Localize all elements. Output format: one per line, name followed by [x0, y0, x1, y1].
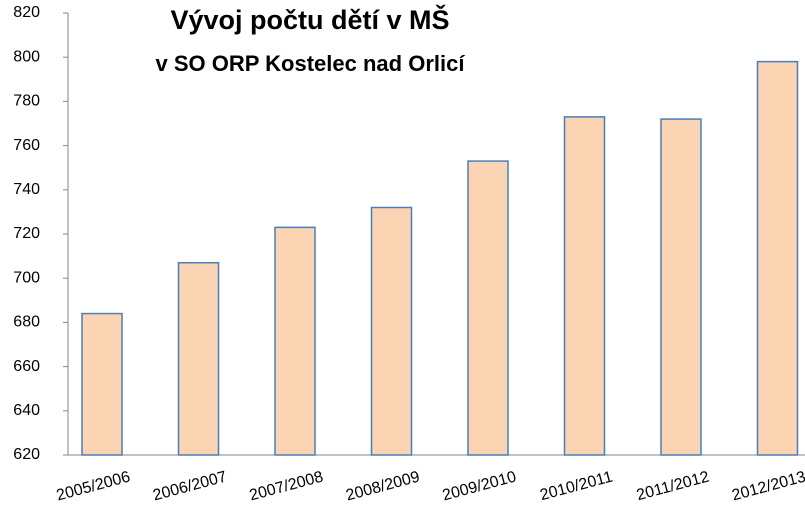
y-tick-label: 780: [13, 93, 40, 110]
x-tick-label: 2008/2009: [344, 468, 422, 504]
x-tick-label: 2005/2006: [55, 468, 133, 504]
bar: [467, 160, 509, 456]
y-tick-label: 640: [13, 402, 40, 419]
y-tick-label: 760: [13, 137, 40, 154]
bar: [756, 60, 799, 456]
x-tick-label: 2007/2008: [248, 468, 326, 504]
chart-title: Vývoj počtu dětí v MŠ: [170, 4, 449, 35]
x-tick-label: 2009/2010: [441, 468, 519, 504]
x-tick-label: 2010/2011: [538, 468, 614, 504]
y-tick-label: 700: [13, 269, 40, 286]
x-tick-label: 2006/2007: [151, 468, 229, 504]
y-tick-label: 660: [13, 358, 40, 375]
chart-subtitle: v SO ORP Kostelec nad Orlicí: [156, 51, 466, 76]
x-tick-label: 2011/2012: [635, 468, 711, 504]
y-tick-label: 680: [13, 314, 40, 331]
y-tick-label: 740: [13, 181, 40, 198]
y-tick-label: 620: [13, 446, 40, 463]
x-tick-label: 2012/2013: [730, 468, 805, 504]
bar: [81, 312, 123, 456]
bar: [274, 226, 316, 456]
y-tick-label: 820: [13, 4, 40, 21]
bar: [563, 116, 606, 456]
y-tick-label: 800: [13, 48, 40, 65]
bar: [660, 118, 702, 456]
bar: [177, 261, 220, 456]
bar: [370, 206, 413, 456]
y-tick-label: 720: [13, 225, 40, 242]
